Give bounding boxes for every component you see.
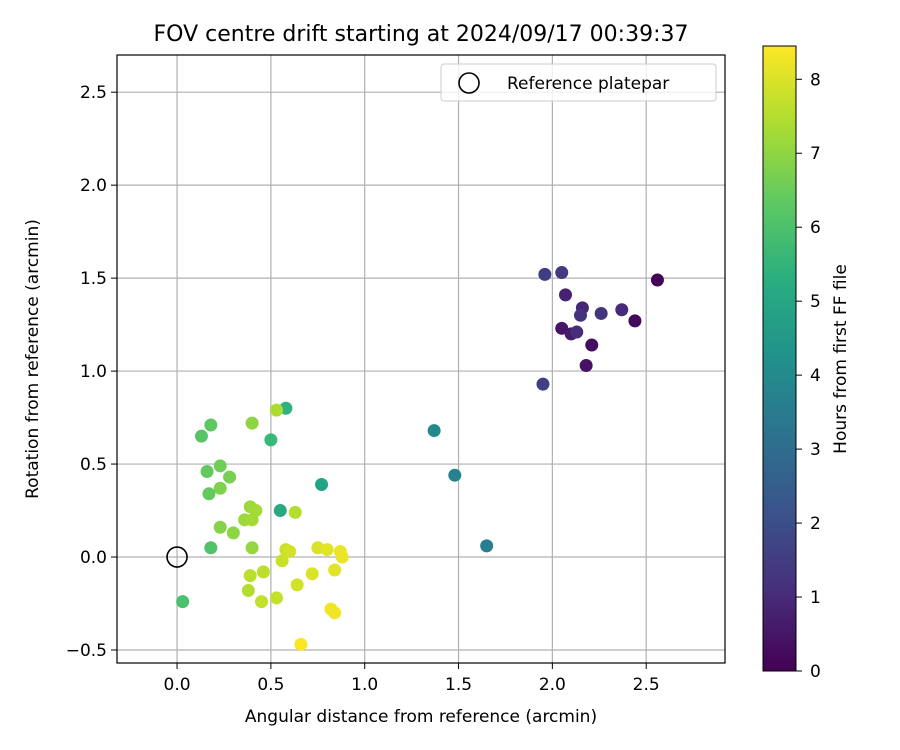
scatter-point xyxy=(558,288,572,302)
colorbar-tick-label: 0 xyxy=(810,662,821,682)
legend-box xyxy=(440,63,717,102)
scatter-point xyxy=(245,416,259,430)
scatter-point xyxy=(204,541,218,555)
y-axis-label: Rotation from reference (arcmin) xyxy=(23,219,43,499)
y-tick-label: 0.5 xyxy=(80,455,107,475)
scatter-point xyxy=(241,583,255,597)
plot-frame xyxy=(116,54,726,664)
y-axis-ticks: −0.5 0.0 0.5 1.0 1.5 2.0 2.5 xyxy=(66,83,117,661)
scatter-point xyxy=(536,377,550,391)
y-tick-label: 2.5 xyxy=(80,83,107,103)
y-tick-label: 2.0 xyxy=(80,176,107,196)
y-tick-label: 0.0 xyxy=(80,548,107,568)
scatter-point xyxy=(315,478,329,492)
scatter-point xyxy=(448,468,462,482)
scatter-point xyxy=(594,306,608,320)
scatter-point xyxy=(320,543,334,557)
scatter-point xyxy=(574,308,588,322)
legend-marker xyxy=(458,72,480,94)
scatter-point xyxy=(555,321,569,335)
scatter-point xyxy=(264,433,278,447)
legend-label: Reference platepar xyxy=(507,74,669,94)
scatter-point xyxy=(213,520,227,534)
y-tick-label: 1.0 xyxy=(80,362,107,382)
legend: Reference platepar xyxy=(440,63,717,102)
scatter-point xyxy=(283,544,297,558)
scatter-point xyxy=(275,554,289,568)
scatter-point xyxy=(615,303,629,317)
scatter-point xyxy=(294,637,308,651)
scatter-point xyxy=(480,539,494,553)
colorbar-tick-label: 6 xyxy=(810,218,821,238)
scatter-point xyxy=(555,266,569,280)
scatter-point xyxy=(245,513,259,527)
x-tick-label: 1.0 xyxy=(351,675,378,695)
scatter-point xyxy=(570,325,584,339)
grid-lines xyxy=(117,55,725,663)
x-tick-label: 0.5 xyxy=(257,675,284,695)
x-tick-label: 2.0 xyxy=(539,675,566,695)
scatter-point xyxy=(254,595,268,609)
scatter-point xyxy=(204,418,218,432)
scatter-point xyxy=(335,550,349,564)
scatter-point xyxy=(288,505,302,519)
scatter-point xyxy=(223,470,237,484)
colorbar-tick-label: 4 xyxy=(810,366,821,386)
scatter-point xyxy=(226,526,240,540)
scatter-point xyxy=(538,267,552,281)
scatter-point xyxy=(328,606,342,620)
scatter-point xyxy=(245,541,259,555)
x-tick-label: 0.0 xyxy=(164,675,191,695)
reference-marker xyxy=(166,546,188,568)
colorbar-ticks: 0 1 2 3 4 5 6 7 8 xyxy=(796,70,821,682)
colorbar-gradient xyxy=(762,45,797,672)
scatter-point xyxy=(579,359,593,373)
colorbar-tick-label: 1 xyxy=(810,588,821,608)
scatter-point xyxy=(213,481,227,495)
data-points xyxy=(176,266,664,651)
chart-title: FOV centre drift starting at 2024/09/17 … xyxy=(154,22,689,47)
x-tick-label: 2.5 xyxy=(633,675,660,695)
scatter-point xyxy=(305,567,319,581)
scatter-point xyxy=(213,459,227,473)
scatter-point xyxy=(273,504,287,518)
scatter-point xyxy=(628,314,642,328)
scatter-point xyxy=(290,578,304,592)
scatter-point xyxy=(256,565,270,579)
scatter-point xyxy=(270,403,284,417)
colorbar-tick-label: 8 xyxy=(810,70,821,90)
y-tick-label: 1.5 xyxy=(80,269,107,289)
scatter-point xyxy=(427,424,441,438)
x-tick-label: 1.5 xyxy=(445,675,472,695)
colorbar-tick-label: 7 xyxy=(810,144,821,164)
scatter-point xyxy=(194,429,208,443)
colorbar-tick-label: 5 xyxy=(810,292,821,312)
y-tick-label: −0.5 xyxy=(66,641,107,661)
scatter-point xyxy=(585,338,599,352)
scatter-point xyxy=(328,563,342,577)
colorbar-label: Hours from first FF file xyxy=(831,264,851,454)
scatter-point xyxy=(200,464,214,478)
colorbar-tick-label: 3 xyxy=(810,440,821,460)
scatter-point xyxy=(650,273,664,287)
scatter-point xyxy=(270,591,284,605)
scatter-point xyxy=(243,569,257,583)
colorbar-tick-label: 2 xyxy=(810,514,821,534)
scatter-point xyxy=(176,595,190,609)
x-axis-ticks: 0.0 0.5 1.0 1.5 2.0 2.5 xyxy=(164,663,660,695)
colorbar: 0 1 2 3 4 5 6 7 8 Hours from first FF file xyxy=(762,45,851,682)
scatter-point xyxy=(202,487,216,501)
x-axis-label: Angular distance from reference (arcmin) xyxy=(245,707,597,727)
